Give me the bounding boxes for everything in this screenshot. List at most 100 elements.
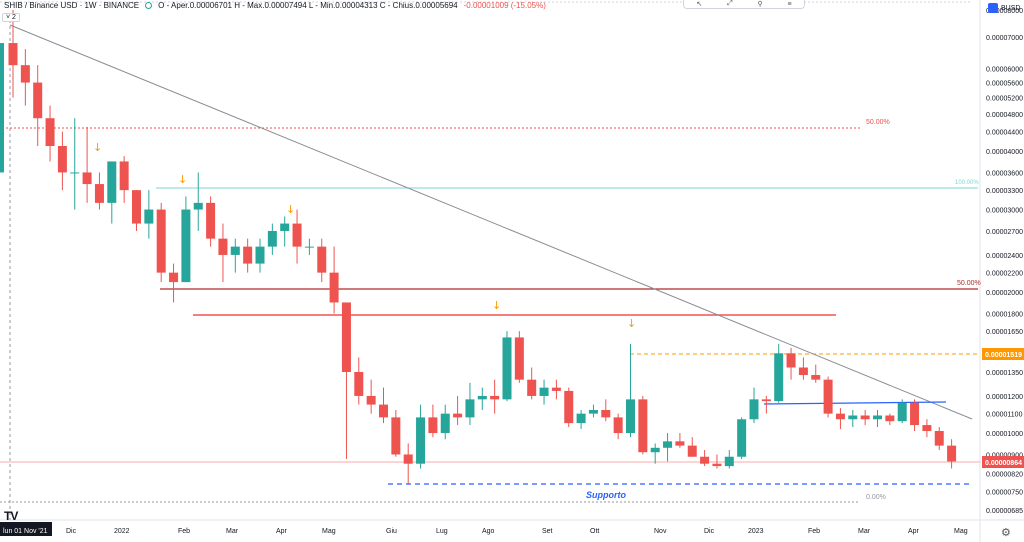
price-tick-label: 0.00001000 xyxy=(986,431,1023,438)
candle-body xyxy=(823,379,833,414)
candle-body xyxy=(564,390,574,424)
price-tick-label: 0.00005200 xyxy=(986,96,1023,103)
measure-icon[interactable]: ⤢ xyxy=(727,0,733,7)
candle-body xyxy=(453,413,463,418)
arrow-down-icon: ↓ xyxy=(93,141,102,154)
candle-body xyxy=(885,415,895,422)
tradingview-logo[interactable]: TV xyxy=(4,509,18,523)
candle-body xyxy=(465,399,475,418)
candle-body xyxy=(243,246,253,264)
price-tick-label: 0.00007000 xyxy=(986,35,1023,42)
candle-body xyxy=(490,395,500,400)
candle-body xyxy=(700,456,710,464)
arrow-down-icon: ↓ xyxy=(178,173,187,186)
market-status-icon xyxy=(145,2,153,9)
indicator-icon[interactable]: ⚲ xyxy=(757,1,763,8)
menu-icon[interactable]: ≡ xyxy=(787,0,792,8)
candle-body xyxy=(650,447,660,453)
arrow-down-icon: ↓ xyxy=(492,299,501,312)
candle-body xyxy=(724,456,734,467)
candle-body xyxy=(527,379,537,396)
symbol-header: SHIB / Binance USD · 1W · BINANCE O - Ap… xyxy=(4,1,546,10)
symbol-title[interactable]: SHIB / Binance USD · 1W · BINANCE xyxy=(4,1,140,10)
settings-gear-icon[interactable]: ⚙ xyxy=(1001,527,1011,539)
candle-body xyxy=(910,402,920,426)
candle-body xyxy=(737,419,747,457)
price-tick-label: 0.00001650 xyxy=(986,329,1023,336)
currency-label: BUSD xyxy=(1001,4,1021,12)
price-tick-label: 0.00003000 xyxy=(986,208,1023,215)
time-tick-label: Mar xyxy=(858,528,871,535)
candle-body xyxy=(601,409,611,418)
candle-body xyxy=(860,415,870,420)
time-tick-label: Nov xyxy=(654,528,667,535)
time-tick-label: Mag xyxy=(322,528,336,535)
candle-body xyxy=(379,404,388,418)
candle-body xyxy=(576,413,586,424)
candle-body xyxy=(848,415,858,420)
time-tick-label: Mar xyxy=(226,528,239,535)
candle-body xyxy=(292,223,302,247)
candle-body xyxy=(169,272,179,283)
candle-body xyxy=(539,387,549,396)
candle-body xyxy=(8,43,18,66)
time-tick-label: Apr xyxy=(276,528,288,535)
time-tick-label: Dic xyxy=(66,528,77,535)
price-badge-orange-text: 0.00001519 xyxy=(985,352,1022,359)
candle-body xyxy=(922,425,932,432)
candle-body xyxy=(934,431,944,446)
candle-body xyxy=(255,246,265,264)
price-tick-label: 0.00003300 xyxy=(986,188,1023,195)
time-tick-label: Set xyxy=(542,528,553,535)
currency-selector[interactable]: BUSD xyxy=(988,3,1020,13)
time-tick-label: 2023 xyxy=(748,528,764,535)
arrow-down-icon: ↓ xyxy=(627,317,636,330)
candle-body xyxy=(119,161,129,191)
candle-body xyxy=(502,337,512,400)
candle-body xyxy=(317,246,327,273)
price-tick-label: 0.00002200 xyxy=(986,271,1023,278)
time-tick-label: Ago xyxy=(482,528,495,535)
price-badge-orange xyxy=(982,348,1024,360)
price-change: -0.00001009 (-15.05%) xyxy=(463,1,546,10)
candle-body xyxy=(798,367,808,376)
time-tick-label: Dic xyxy=(704,528,715,535)
candle-body xyxy=(193,202,203,210)
candle-body xyxy=(280,223,290,231)
price-tick-label: 0.00002000 xyxy=(986,290,1023,297)
price-tick-label: 0.00002400 xyxy=(986,253,1023,260)
candle-body xyxy=(811,375,821,380)
price-tick-label: 0.00008000 xyxy=(986,8,1023,15)
candle-body xyxy=(761,399,771,402)
candle-body xyxy=(687,445,697,457)
indicator-collapse-button[interactable]: ˅ 2 xyxy=(2,13,20,22)
candle-body xyxy=(428,417,438,434)
candle-body xyxy=(712,463,722,467)
candle-body xyxy=(107,161,117,203)
price-tick-label: 0.00005600 xyxy=(986,81,1023,88)
support-label: Supporto xyxy=(586,490,626,500)
price-badge-current xyxy=(982,456,1024,468)
arrow-down-icon: ↓ xyxy=(286,203,295,216)
candle-body xyxy=(33,82,43,119)
price-tick-label: 0.00000685 xyxy=(986,508,1023,515)
candle-body xyxy=(366,395,376,405)
price-tick-label: 0.00001100 xyxy=(986,412,1023,419)
candle-body xyxy=(94,184,104,203)
price-tick-label: 0.00001800 xyxy=(986,311,1023,318)
candle-body xyxy=(354,371,364,396)
price-tick-label: 0.00004000 xyxy=(986,149,1023,156)
ohlc-values: O - Aper.0.00006701 H - Max.0.00007494 L… xyxy=(158,1,458,10)
candle-body xyxy=(477,395,487,400)
currency-icon xyxy=(988,3,998,13)
price-tick-label: 0.00001200 xyxy=(986,394,1023,401)
cursor-icon[interactable]: ↖ xyxy=(696,1,703,8)
candle-body xyxy=(267,230,277,247)
candle-body xyxy=(514,337,524,380)
candle-body xyxy=(440,413,450,434)
time-tick-label: Mag xyxy=(954,528,968,535)
price-tick-label: 0.00003600 xyxy=(986,170,1023,177)
time-tick-label: Feb xyxy=(178,528,190,535)
candle-body xyxy=(304,246,314,248)
